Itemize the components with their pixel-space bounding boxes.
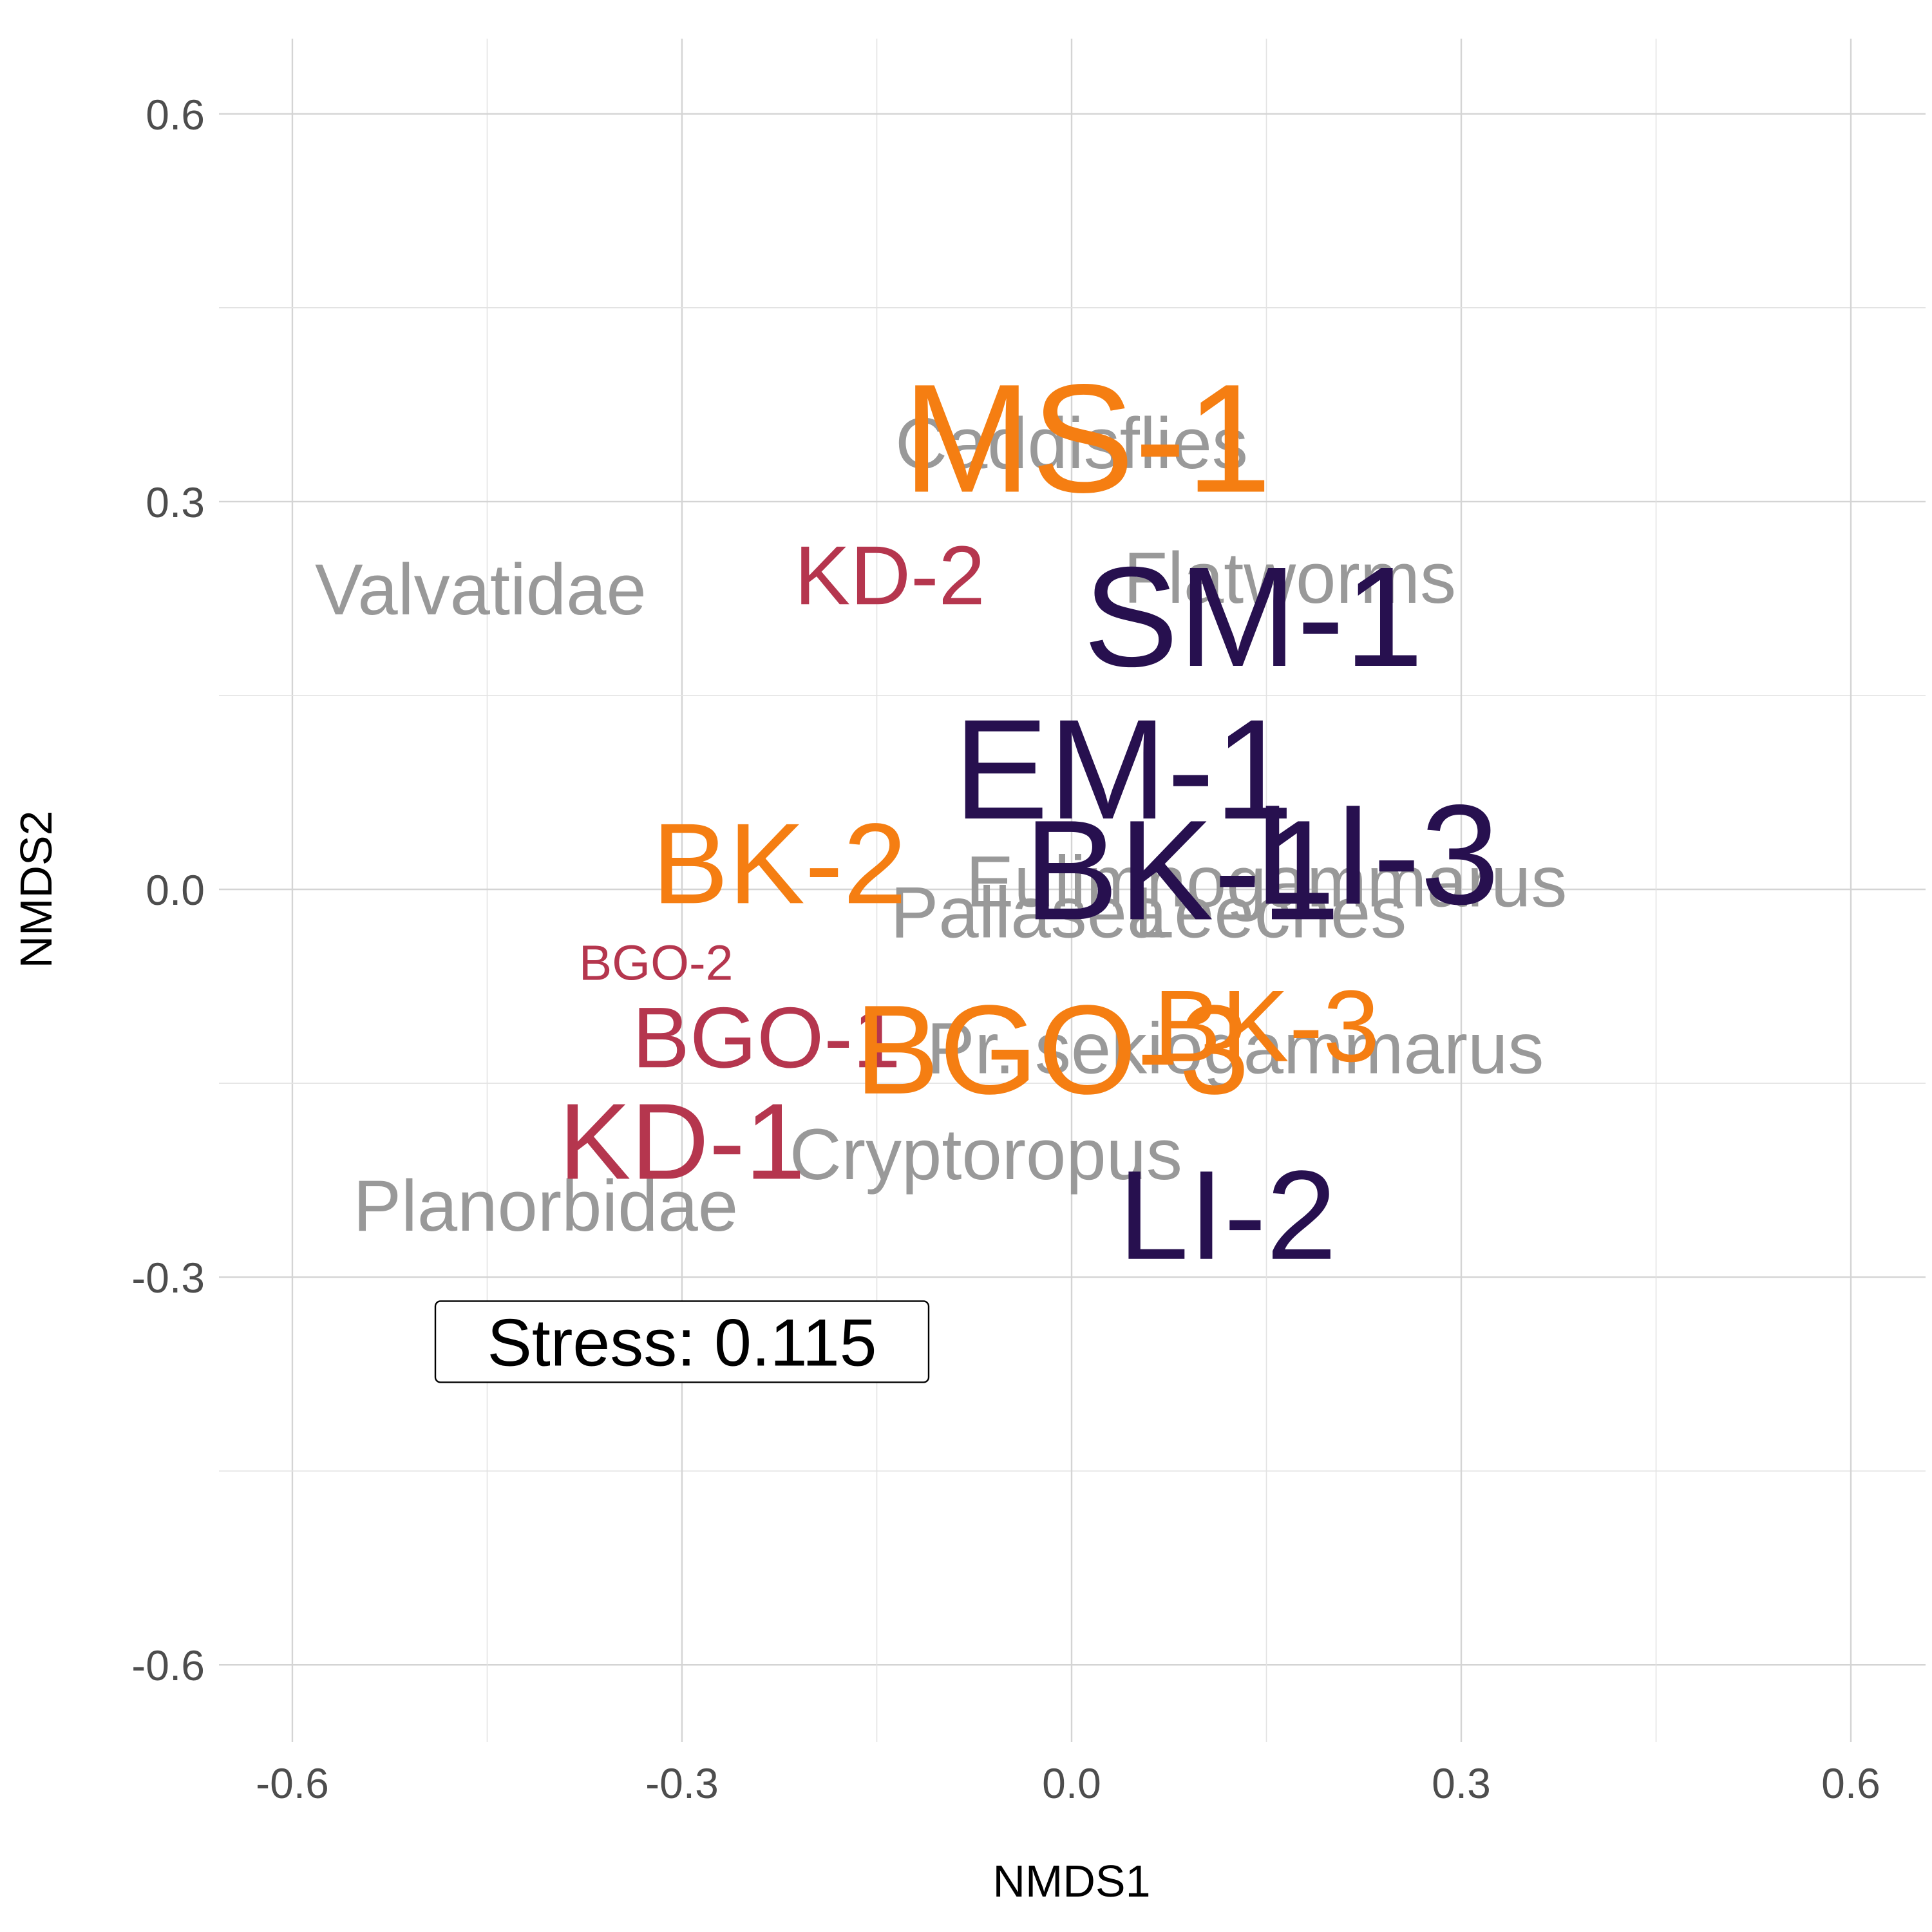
site-label: LI-2 (1118, 1144, 1336, 1286)
taxon-label: Leeches (1134, 873, 1406, 953)
x-tick-label: 0.6 (1821, 1759, 1880, 1807)
taxa-labels: Caddisflies Valvatidae Flatworms Eulimnogam… (315, 403, 1567, 1246)
axes: -0.6 -0.3 0.0 0.3 0.6 0.6 0.3 0.0 -0.3 -0.6 NMDS1 N… (11, 91, 1880, 1906)
site-label: SM-1 (1083, 537, 1423, 696)
stress-label: Stress: 0.115 (487, 1305, 876, 1380)
site-label: EM-1 (954, 690, 1294, 849)
site-label: BGO-3 (855, 979, 1249, 1121)
site-label: MS-1 (902, 352, 1271, 525)
y-axis-title: NMDS2 (11, 810, 61, 968)
x-tick-label: -0.6 (256, 1759, 329, 1807)
site-label: BK-3 (1153, 970, 1379, 1083)
site-labels: MS-1KD-2 SM-1EM-1BK-1LI-3 BK-2 BGO-2BGO-1BG… (559, 352, 1500, 1286)
taxon-label: Caddisflies (895, 403, 1248, 484)
taxon-label: Pallasea (891, 873, 1168, 953)
taxon-label: Eulimnogammarus (966, 841, 1567, 922)
x-axis-title: NMDS1 (992, 1856, 1150, 1906)
y-tick-label: 0.0 (146, 866, 205, 914)
y-tick-label: 0.3 (146, 478, 205, 526)
stress-annotation: Stress: 0.115 (434, 1300, 930, 1383)
y-tick-label: 0.6 (146, 91, 205, 138)
taxon-label: Pr. sekiogammarus (927, 1008, 1544, 1088)
site-label: KD-1 (559, 1081, 806, 1202)
site-label: LI-3 (1255, 775, 1500, 934)
x-tick-label: 0.3 (1432, 1759, 1491, 1807)
x-tick-label: 0.0 (1042, 1759, 1101, 1807)
site-label: BK-2 (652, 799, 907, 927)
site-label: BGO-2 (579, 935, 734, 990)
y-tick-label: -0.3 (131, 1254, 205, 1302)
site-label: BK-1 (1024, 790, 1340, 949)
taxon-label: Planorbidae (353, 1166, 738, 1246)
y-tick-label: -0.6 (131, 1642, 205, 1689)
site-label: BGO-1 (632, 990, 901, 1086)
stress-box (434, 1300, 930, 1383)
taxon-label: Cryptoropus (790, 1114, 1182, 1195)
taxon-label: Flatworms (1124, 538, 1456, 618)
taxon-label: Valvatidae (315, 549, 647, 630)
grid (219, 39, 1926, 1742)
x-tick-label: -0.3 (645, 1759, 719, 1807)
site-label: KD-2 (795, 528, 985, 622)
